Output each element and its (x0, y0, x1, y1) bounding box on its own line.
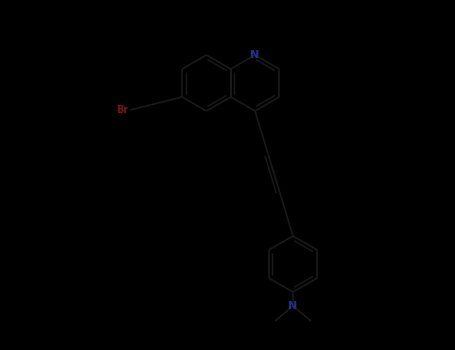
Text: N: N (288, 301, 298, 311)
Text: N: N (250, 50, 260, 60)
Text: Br: Br (116, 105, 128, 115)
